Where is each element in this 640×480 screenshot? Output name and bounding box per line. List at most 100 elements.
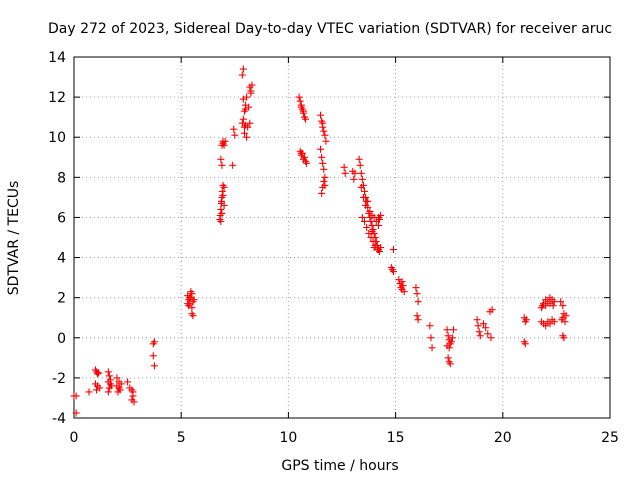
data-point [484,330,492,338]
data-point [560,334,568,342]
data-point [190,296,198,304]
data-point [150,338,158,346]
data-point [117,380,125,388]
data-point [297,103,305,111]
data-point [363,223,371,231]
data-point [487,334,495,342]
data-point [321,131,329,139]
grid [74,57,610,418]
data-point [522,316,530,324]
data-point [149,352,157,360]
data-point [96,384,104,392]
x-axis-label: GPS time / hours [281,458,398,474]
data-point [219,191,227,199]
data-point [217,205,225,213]
data-point [300,153,308,161]
data-point [351,169,359,177]
data-point [231,131,239,139]
data-point [303,159,311,167]
data-point [412,284,420,292]
x-tick-label: 5 [177,430,186,446]
data-point [320,165,328,173]
data-point [240,123,248,131]
data-point [72,409,80,417]
data-point [114,388,122,396]
data-point [474,322,482,330]
data-point [377,244,385,252]
data-point [320,177,328,185]
data-point [549,302,557,310]
data-point [184,300,192,308]
data-point [367,234,375,241]
y-tick-label: 8 [57,170,66,186]
data-point [189,312,197,320]
data-point [217,217,225,225]
y-tick-label: -4 [52,411,66,427]
data-point [321,173,329,181]
data-point [130,398,138,406]
data-point [398,278,406,286]
y-tick-label: 0 [57,331,66,347]
y-axis-label: SDTVAR / TECUs [6,181,22,296]
data-point [428,344,436,352]
y-tick-label: 12 [48,90,66,106]
y-tick-label: 2 [57,291,66,307]
data-point [319,159,327,167]
data-point [219,139,227,147]
data-point [374,221,382,229]
data-point [218,209,226,217]
data-point [358,175,366,183]
plot-frame [73,56,611,419]
data-point [562,312,570,320]
data-point [320,127,328,135]
data-point [488,306,496,314]
data-point [444,354,452,362]
data-point [362,201,370,209]
data-point [357,169,365,177]
data-point [321,181,329,189]
data-point [318,189,326,197]
data-point [413,290,421,298]
data-point [546,320,554,328]
data-point [476,332,484,340]
data-point [361,217,369,225]
data-point [357,183,365,191]
data-point [246,119,254,127]
data-point [341,169,349,177]
chart-title: Day 272 of 2023, Sidereal Day-to-day VTE… [48,21,612,37]
data-point [218,187,226,195]
data-point [239,115,247,123]
data-point [243,93,251,101]
data-point [218,161,226,169]
data-point [399,282,407,290]
data-point [364,197,372,205]
data-point [248,81,256,89]
data-point [317,111,325,119]
data-point [240,129,248,137]
data-point [113,374,121,382]
data-point [359,193,367,201]
data-point [243,133,251,141]
data-point [340,163,348,171]
x-tick-label: 20 [494,430,512,446]
data-point [296,97,304,105]
data-point [538,302,546,310]
data-point [220,201,228,209]
data-point [414,298,422,306]
data-point [72,392,80,400]
data-point [413,312,421,320]
data-point [473,316,481,324]
data-point [104,368,112,376]
data-point [366,207,374,215]
data-point [449,326,457,334]
data-point [475,328,483,336]
data-point [295,93,303,101]
data-point [368,227,376,235]
data-point [322,137,330,145]
data-point [297,149,305,157]
data-point [443,326,451,334]
data-point [318,153,326,161]
data-point [230,125,238,133]
data-point [220,183,228,191]
data-point [319,119,327,127]
